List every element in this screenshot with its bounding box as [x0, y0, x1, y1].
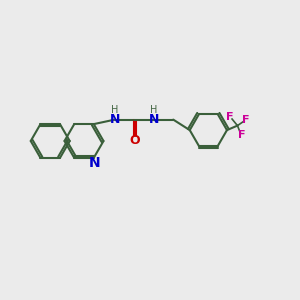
Text: H: H	[111, 105, 119, 115]
Text: F: F	[226, 112, 234, 122]
Text: N: N	[149, 112, 159, 125]
Text: N: N	[110, 112, 120, 125]
Text: N: N	[88, 156, 100, 170]
Text: H: H	[150, 105, 158, 115]
Text: F: F	[238, 130, 246, 140]
Text: O: O	[129, 134, 140, 147]
Text: F: F	[242, 115, 250, 124]
